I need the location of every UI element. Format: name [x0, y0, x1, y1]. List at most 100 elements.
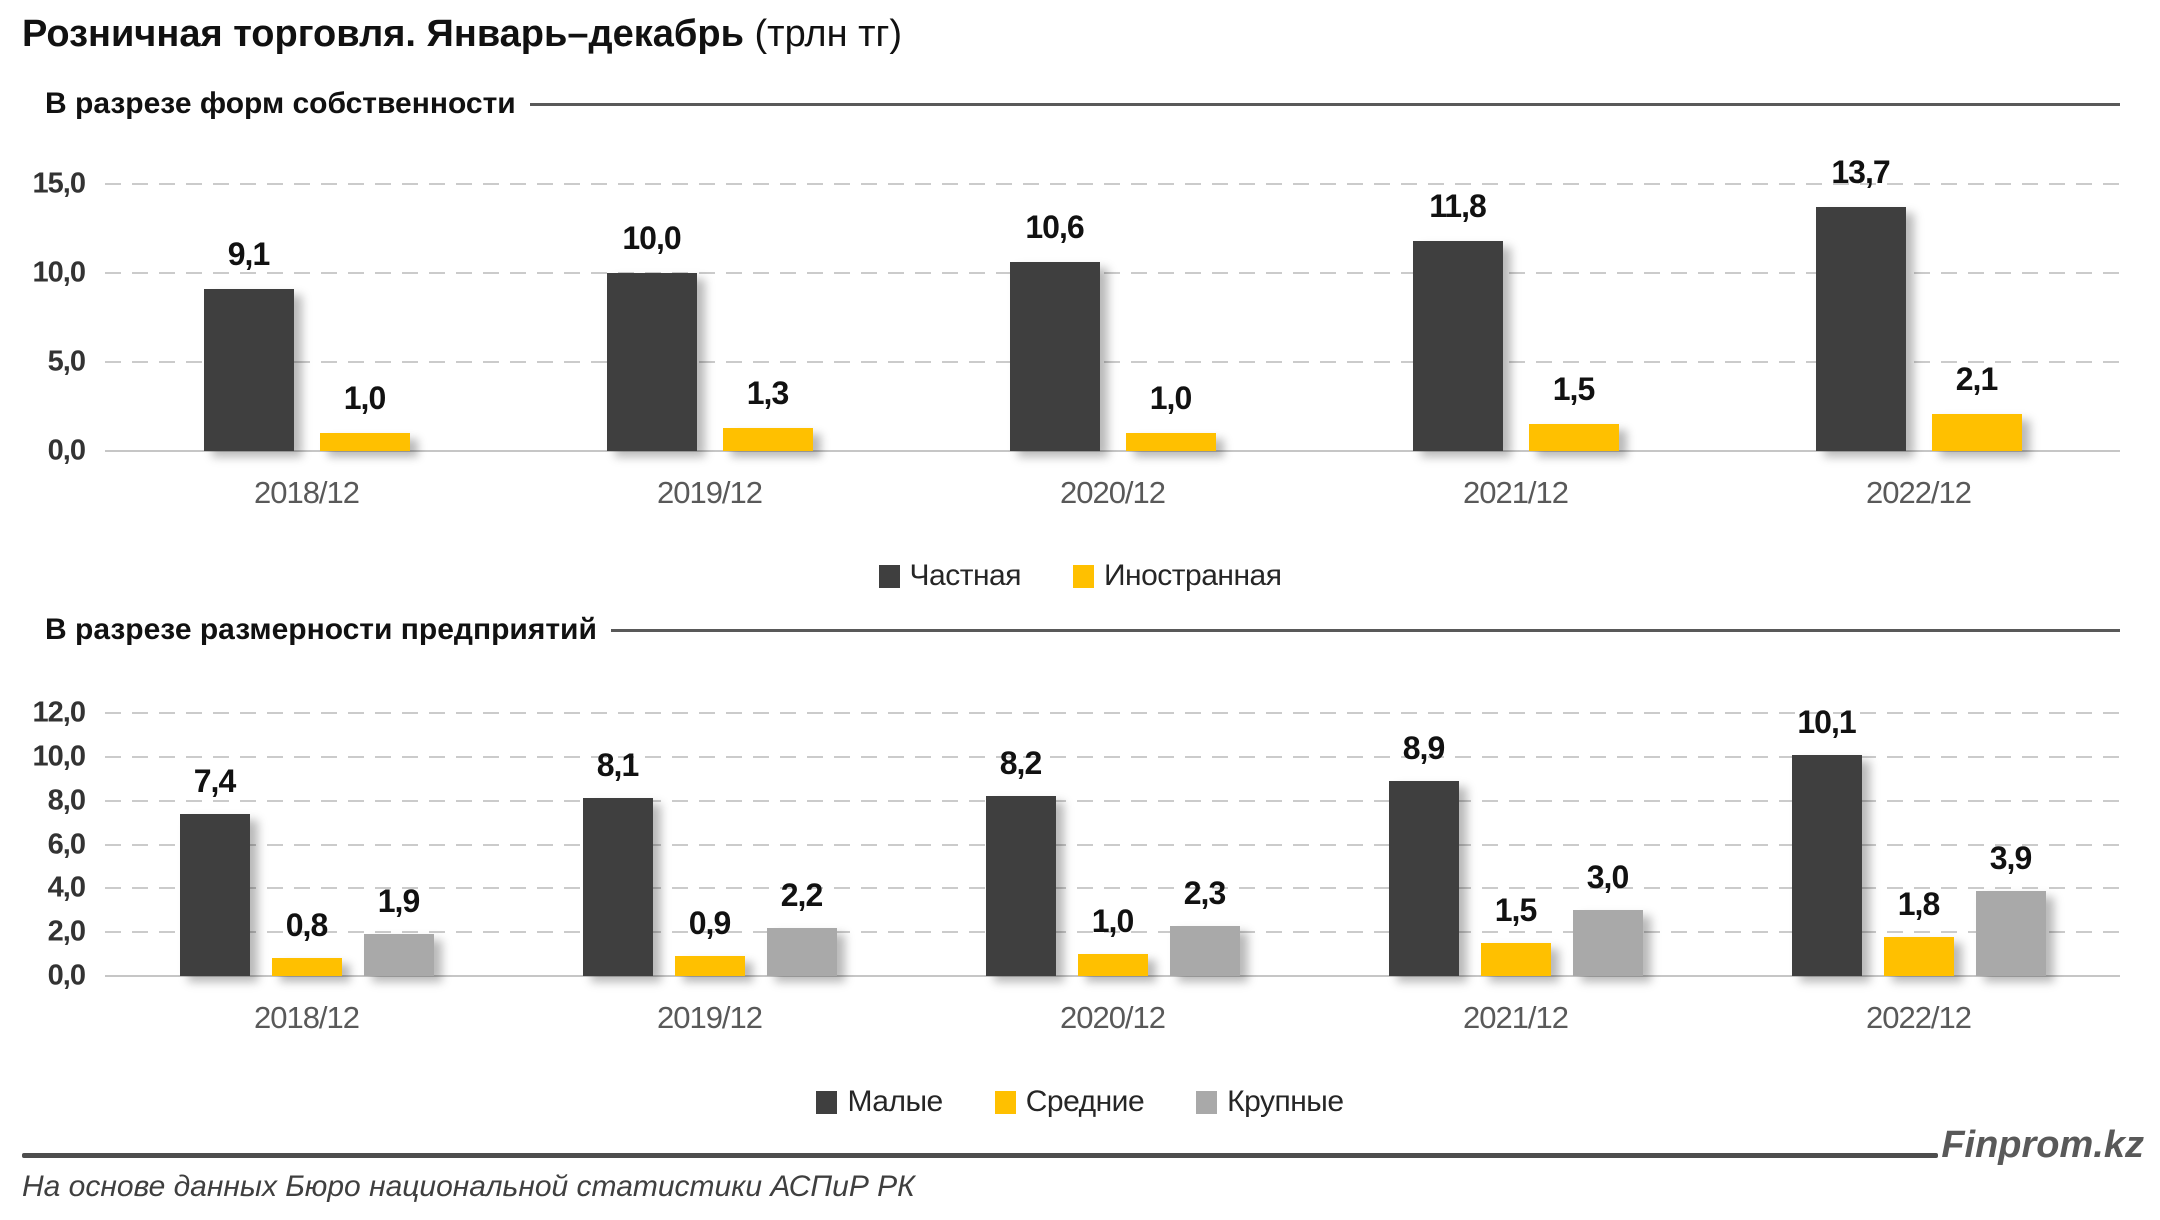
bar-chart-enterprise-size: 0,0 2,0 4,0 6,0 8,0 10,0 12,0 2018/12 7,4 0,8 1,9 2…	[33, 697, 2120, 1035]
bar	[766, 927, 837, 976]
legend-enterprise-size: Малые Средние Крупные	[0, 1082, 2160, 1122]
bar	[674, 956, 745, 976]
brand-logo: Finprom.kz	[1941, 1124, 2144, 1166]
x-axis-label: 2022/12	[1865, 1000, 1972, 1035]
bar	[1815, 207, 1906, 451]
legend-label: Средние	[1025, 1085, 1145, 1118]
bar	[1388, 780, 1459, 976]
legend-item: Частная	[878, 559, 1022, 593]
grid-line	[105, 183, 2120, 185]
grid-line	[105, 799, 2120, 802]
page-title-unit: (трлн тг)	[754, 13, 903, 55]
bar-value-label: 11,8	[1429, 187, 1487, 224]
bar	[582, 798, 653, 976]
bar-value-label: 10,1	[1797, 703, 1856, 740]
legend-swatch	[816, 1090, 838, 1114]
legend-label: Крупные	[1227, 1085, 1344, 1118]
grid-line	[105, 931, 2120, 934]
bar	[1931, 413, 2022, 451]
legend-swatch	[1196, 1090, 1218, 1114]
bar-value-label: 10,6	[1025, 209, 1084, 246]
grid-line	[105, 712, 2120, 714]
bar	[1791, 754, 1862, 976]
y-axis-label: 12,0	[32, 696, 86, 729]
legend-label: Малые	[847, 1085, 943, 1118]
bar	[1125, 433, 1216, 451]
bar-value-label: 1,0	[1149, 380, 1192, 417]
bar-value-label: 8,2	[999, 745, 1042, 782]
section-header-enterprise-size: В разрезе размерности предприятий	[45, 610, 2120, 650]
grid-line	[105, 361, 2120, 363]
x-axis-label: 2019/12	[656, 1000, 763, 1035]
page-title: Розничная торговля. Январь–декабрь (трлн…	[22, 12, 902, 56]
section-title-enterprise-size: В разрезе размерности предприятий	[45, 613, 597, 646]
y-axis-label: 0,0	[47, 434, 86, 467]
legend-item: Крупные	[1196, 1085, 1344, 1119]
bar-value-label: 0,9	[688, 905, 731, 942]
y-axis-label: 10,0	[32, 256, 86, 289]
legend-label: Частная	[909, 559, 1022, 592]
bar	[606, 273, 697, 451]
bar-value-label: 2,3	[1183, 874, 1226, 911]
grid-line	[105, 843, 2120, 846]
bar	[722, 427, 813, 451]
bar-value-label: 10,0	[622, 220, 681, 256]
x-axis-label: 2018/12	[253, 1000, 360, 1035]
bar-value-label: 1,0	[343, 380, 386, 417]
grid-line	[105, 755, 2120, 758]
bar	[271, 958, 342, 976]
x-axis-label: 2021/12	[1462, 1000, 1569, 1035]
bar	[985, 796, 1056, 976]
bar-value-label: 9,1	[227, 236, 270, 273]
legend-label: Иностранная	[1103, 559, 1282, 592]
grid-line	[105, 272, 2120, 274]
y-axis-label: 6,0	[47, 828, 86, 860]
bar	[1169, 925, 1240, 976]
bar	[203, 289, 294, 451]
y-axis-label: 2,0	[47, 915, 86, 948]
x-axis-label: 2020/12	[1059, 1000, 1166, 1035]
bar-value-label: 1,5	[1552, 371, 1595, 408]
bar-value-label: 3,9	[1989, 839, 2032, 876]
bar	[1480, 943, 1551, 976]
x-axis-label: 2018/12	[253, 475, 360, 510]
legend-swatch	[994, 1090, 1016, 1114]
bar-value-label: 3,0	[1586, 859, 1629, 896]
legend-swatch	[1072, 564, 1094, 588]
legend-ownership: Частная Иностранная	[0, 556, 2160, 596]
bar	[363, 934, 434, 976]
bar	[179, 813, 250, 976]
section-rule	[610, 628, 2120, 632]
bar	[1412, 240, 1503, 451]
bar-value-label: 1,5	[1494, 892, 1537, 929]
y-axis-label: 8,0	[47, 784, 86, 817]
bar-value-label: 1,0	[1091, 903, 1134, 940]
footer-rule	[22, 1153, 1938, 1158]
legend-item: Малые	[816, 1085, 943, 1119]
legend-swatch	[878, 564, 900, 588]
source-note: На основе данных Бюро национальной стати…	[22, 1170, 915, 1203]
section-title-ownership: В разрезе форм собственности	[45, 87, 516, 120]
bar-value-label: 13,7	[1831, 154, 1890, 191]
grid-line	[105, 887, 2120, 890]
bar-value-label: 8,9	[1402, 729, 1445, 766]
bar-value-label: 7,4	[193, 762, 236, 799]
bar	[1528, 424, 1619, 451]
bar	[1975, 890, 2046, 976]
axis-baseline	[105, 975, 2120, 977]
x-axis-label: 2022/12	[1865, 475, 1972, 510]
bar-value-label: 8,1	[596, 747, 639, 784]
y-axis-label: 4,0	[47, 871, 86, 904]
legend-item: Иностранная	[1072, 559, 1282, 593]
bar	[1077, 954, 1148, 976]
y-axis-label: 5,0	[47, 345, 86, 378]
bar-value-label: 0,8	[285, 907, 328, 944]
axis-baseline	[105, 450, 2120, 452]
section-header-ownership: В разрезе форм собственности	[45, 84, 2120, 124]
bar-value-label: 1,9	[377, 883, 420, 920]
x-axis-label: 2020/12	[1059, 475, 1166, 510]
page-title-main: Розничная торговля. Январь–декабрь	[22, 13, 744, 55]
bar	[1572, 910, 1643, 976]
legend-item: Средние	[994, 1085, 1145, 1119]
